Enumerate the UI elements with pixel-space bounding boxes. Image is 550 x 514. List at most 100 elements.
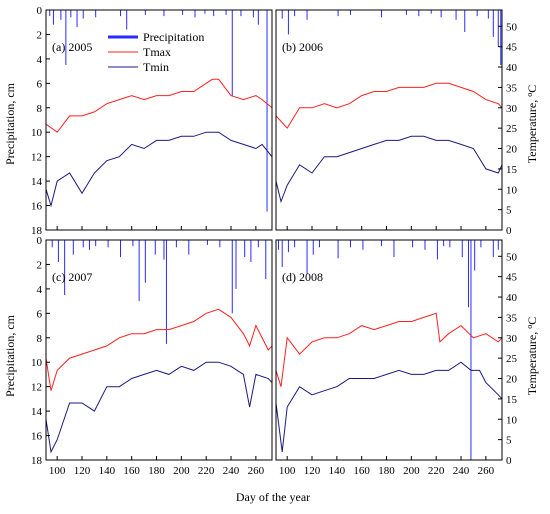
ylabel-right-unit: C [525,317,539,325]
panel-label: (a) 2005 [52,40,92,54]
temp-tick-label: 25 [506,353,518,365]
x-ticks [56,226,257,230]
temp-tick-label: 15 [506,164,518,176]
precip-tick-label: 14 [31,406,43,418]
panel-label: (d) 2008 [282,270,323,284]
ylabel-right-bottom: Temperature, oC [525,317,540,395]
ylabel-right-text: Temperature, [525,97,539,163]
temp-tick-label: 45 [506,272,518,284]
temp-ticks: 0 5 10 15 20 25 30 35 40 45 50 [498,251,518,467]
x-ticks: 100 120 140 160 180 200 220 240 260 [279,456,495,477]
panel-c: (c) 2007 100 120 140 160 180 200 220 240 260 0 2 4… [31,235,273,477]
x-tick-label: 140 [99,465,116,477]
precip-tick-label: 6 [37,308,43,320]
tmax-line [45,78,273,133]
x-tick-label: 260 [248,465,265,477]
x-ticks [286,226,487,230]
panel-label: (b) 2006 [282,40,323,54]
temp-tick-label: 25 [506,123,518,135]
plot-frame [45,9,273,231]
tmin-line [45,361,273,454]
precip-tick-label: 8 [37,103,43,115]
x-tick-label: 160 [353,465,370,477]
x-tick-label: 220 [198,465,215,477]
temp-tick-label: 50 [506,251,518,263]
precip-tick-label: 16 [31,201,43,213]
temp-tick-label: 10 [506,414,518,426]
temp-tick-label: 45 [506,42,518,54]
x-tick-label: 240 [453,465,470,477]
x-tick-label: 220 [428,465,445,477]
precip-tick-label: 16 [31,431,43,443]
temp-tick-label: 0 [506,455,512,467]
x-tick-label: 200 [403,465,420,477]
temp-tick-label: 5 [506,435,512,447]
ylabel-right-degree: o [525,93,534,97]
ylabel-left-bottom: Precipitation, cm [3,314,17,397]
temp-tick-label: 35 [506,312,518,324]
temp-tick-label: 5 [506,205,512,217]
tmax-line [45,308,273,391]
panel-a: (a) 2005 0 2 4 6 8 10 12 14 16 18 [31,5,273,237]
precip-tick-label: 6 [37,78,43,90]
temp-tick-label: 15 [506,394,518,406]
precip-tick-label: 2 [37,29,43,41]
temp-tick-label: 20 [506,374,518,386]
temp-tick-label: 10 [506,184,518,196]
x-tick-label: 160 [123,465,140,477]
plot-frame [45,239,273,461]
ylabel-left-top: Precipitation, cm [3,82,17,165]
plot-frame [275,9,503,231]
precip-tick-label: 14 [31,176,43,188]
legend-label-tmax: Tmax [143,45,171,59]
x-tick-label: 180 [378,465,395,477]
ylabel-right-degree: o [525,325,534,329]
panel-d: (d) 2008 100 120 140 160 180 200 220 240 260 051… [275,239,518,477]
precip-tick-label: 0 [37,235,43,247]
precipitation-bars [49,10,268,212]
x-tick-label: 200 [173,465,190,477]
x-tick-label: 120 [304,465,321,477]
temp-tick-label: 20 [506,144,518,156]
precip-tick-label: 18 [31,455,43,467]
precipitation-bars [277,240,499,460]
tmin-line [275,135,503,204]
temp-ticks: 0 5 10 15 20 25 30 35 40 45 50 [498,21,518,237]
ylabel-right-text: Temperature, [525,329,539,395]
temp-tick-label: 40 [506,62,518,74]
x-tick-label: 120 [74,465,91,477]
temp-tick-label: 35 [506,82,518,94]
precip-ticks: 0 2 4 6 8 10 12 14 16 18 [31,235,50,467]
precipitation-bars [51,240,267,344]
legend: Precipitation Tmax Tmin [108,30,204,74]
x-tick-label: 260 [478,465,495,477]
precip-ticks: 0 2 4 6 8 10 12 14 16 18 [31,5,50,237]
x-tick-label: 100 [49,465,66,477]
precipitation-bars [281,10,502,65]
temp-tick-label: 30 [506,103,518,115]
x-tick-label: 180 [148,465,165,477]
x-tick-label: 140 [329,465,346,477]
x-tick-label: 240 [223,465,240,477]
precip-tick-label: 4 [37,284,43,296]
legend-label-precipitation: Precipitation [143,30,204,44]
legend-label-tmin: Tmin [143,60,169,74]
precip-tick-label: 10 [31,127,43,139]
precip-tick-label: 2 [37,259,43,271]
temp-tick-label: 50 [506,21,518,33]
tmin-line [45,131,273,208]
precip-tick-label: 12 [31,382,42,394]
temp-tick-label: 0 [506,225,512,237]
tmax-line [275,312,503,387]
panel-label: (c) 2007 [52,270,92,284]
precip-tick-label: 12 [31,152,42,164]
precip-tick-label: 0 [37,5,43,17]
x-tick-label: 100 [279,465,296,477]
panel-b: (b) 2006 0 5 10 15 20 25 30 35 40 45 50 [275,9,518,237]
tmin-line [275,361,503,452]
x-ticks: 100 120 140 160 180 200 220 240 260 [49,456,265,477]
temp-tick-label: 30 [506,333,518,345]
ylabel-right-top: Temperature, oC [525,85,540,163]
ylabel-right-unit: C [525,85,539,93]
